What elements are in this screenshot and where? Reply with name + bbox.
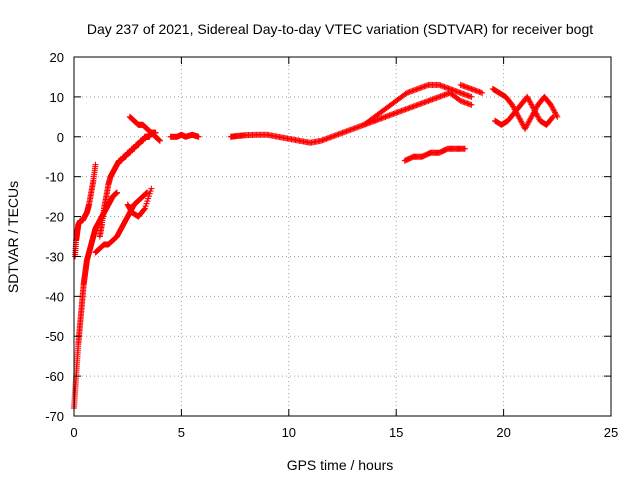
y-tick-label: -10 <box>45 170 64 185</box>
y-tick-labels: -70 -60 -50 -40 -30 -20 -10 0 10 20 <box>45 50 64 424</box>
y-tick-label: 20 <box>50 50 64 65</box>
series-afternoon-mid <box>371 89 475 124</box>
data-point <box>148 185 155 192</box>
x-tick-label: 5 <box>178 425 185 440</box>
x-tick-label: 10 <box>282 425 296 440</box>
series-isolated <box>457 81 486 96</box>
data-point <box>549 114 556 121</box>
series-late-wave-b <box>492 93 557 128</box>
y-tick-label: 10 <box>50 90 64 105</box>
series-afternoon-low <box>401 145 468 164</box>
series-late-wave-a <box>489 85 561 132</box>
plot-frame <box>73 56 612 417</box>
grid <box>74 57 611 416</box>
data-points <box>71 81 561 412</box>
series-day-flat <box>227 117 378 146</box>
x-tick-label: 25 <box>604 425 618 440</box>
y-tick-label: -30 <box>45 249 64 264</box>
data-point <box>468 93 475 100</box>
data-point <box>479 89 486 96</box>
series-pre-noon <box>167 131 202 140</box>
data-point <box>156 137 163 144</box>
x-tick-labels: 0 5 10 15 20 25 <box>70 425 618 440</box>
series-mid-morning <box>126 113 163 144</box>
data-point <box>468 101 475 108</box>
y-tick-label: -40 <box>45 289 64 304</box>
x-tick-label: 20 <box>496 425 510 440</box>
y-axis-label: SDTVAR / TECUs <box>5 181 21 293</box>
data-point <box>550 113 557 120</box>
data-point <box>113 189 120 196</box>
data-point <box>92 161 99 168</box>
x-tick-label: 15 <box>389 425 403 440</box>
series-low-scatter <box>124 185 155 220</box>
ticks <box>73 56 612 417</box>
chart-title: Day 237 of 2021, Sidereal Day-to-day VTE… <box>87 21 593 37</box>
data-point <box>144 189 151 196</box>
x-tick-label: 0 <box>70 425 77 440</box>
data-point <box>141 206 148 213</box>
data-point <box>461 145 468 152</box>
series-steep-rise <box>71 189 120 412</box>
series-morning-low <box>92 189 151 256</box>
y-tick-label: -50 <box>45 329 64 344</box>
x-axis-label: GPS time / hours <box>287 457 394 473</box>
y-tick-label: -60 <box>45 369 64 384</box>
series-morning-cluster <box>96 129 159 240</box>
y-tick-label: -70 <box>45 409 64 424</box>
y-tick-label: -20 <box>45 210 64 225</box>
y-tick-label: 0 <box>57 130 64 145</box>
data-point <box>195 133 202 140</box>
